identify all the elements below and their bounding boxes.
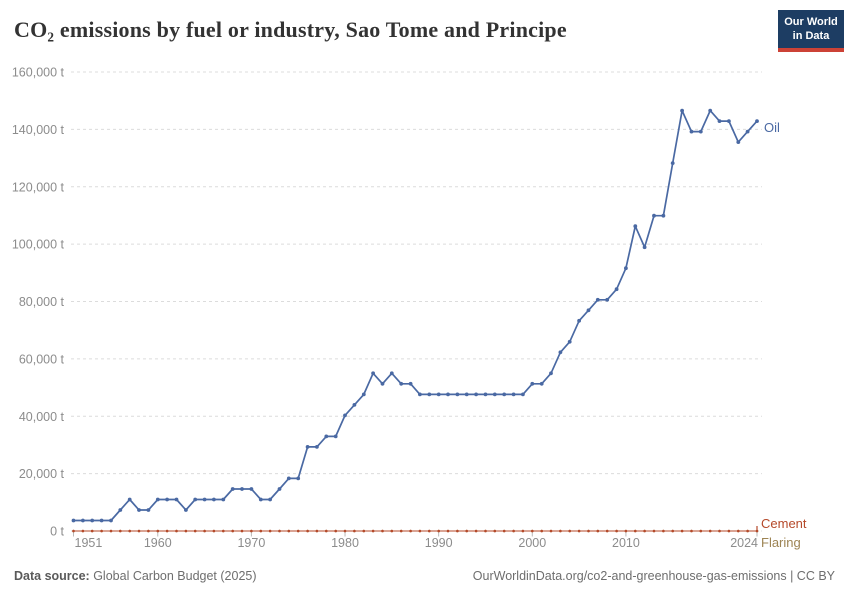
svg-text:120,000 t: 120,000 t xyxy=(12,180,65,194)
series-label-oil[interactable]: Oil xyxy=(764,120,780,135)
svg-text:80,000 t: 80,000 t xyxy=(19,295,65,309)
svg-text:1951: 1951 xyxy=(75,536,103,550)
owid-logo[interactable]: Our World in Data xyxy=(778,10,844,52)
svg-text:2000: 2000 xyxy=(518,536,546,550)
gridlines xyxy=(71,71,762,532)
svg-text:1970: 1970 xyxy=(237,536,265,550)
svg-text:140,000 t: 140,000 t xyxy=(12,123,65,137)
y-axis-labels: 0 t 20,000 t 40,000 t 60,000 t 80,000 t 100,0… xyxy=(12,66,65,539)
x-axis-labels: 1951 1960 1970 1980 1990 2000 2010 2024 xyxy=(73,532,758,550)
svg-text:40,000 t: 40,000 t xyxy=(19,410,65,424)
series-label-flaring[interactable]: Flaring xyxy=(761,535,801,550)
svg-text:60,000 t: 60,000 t xyxy=(19,352,65,366)
page-title: CO₂ emissions by fuel or industry, Sao T… xyxy=(14,17,567,42)
svg-text:2010: 2010 xyxy=(612,536,640,550)
data-source-label: Data source: xyxy=(14,569,90,583)
svg-text:1960: 1960 xyxy=(144,536,172,550)
oil-line[interactable] xyxy=(71,108,759,523)
svg-text:20,000 t: 20,000 t xyxy=(19,467,65,481)
svg-text:1990: 1990 xyxy=(425,536,453,550)
owid-logo-line2: in Data xyxy=(792,30,830,43)
data-source-value: Global Carbon Budget (2025) xyxy=(89,569,257,583)
svg-text:1980: 1980 xyxy=(331,536,359,550)
attribution-link[interactable]: OurWorldinData.org/co2-and-greenhouse-ga… xyxy=(472,569,835,583)
svg-text:100,000 t: 100,000 t xyxy=(12,238,65,252)
owid-logo-line1: Our World xyxy=(784,16,838,28)
svg-text:2024: 2024 xyxy=(730,536,758,550)
data-source-note: Data source: Global Carbon Budget (2025) xyxy=(14,569,257,583)
svg-text:160,000 t: 160,000 t xyxy=(12,66,65,80)
series-label-cement[interactable]: Cement xyxy=(761,516,807,531)
svg-text:0 t: 0 t xyxy=(50,525,64,539)
cement-line[interactable] xyxy=(72,526,759,533)
